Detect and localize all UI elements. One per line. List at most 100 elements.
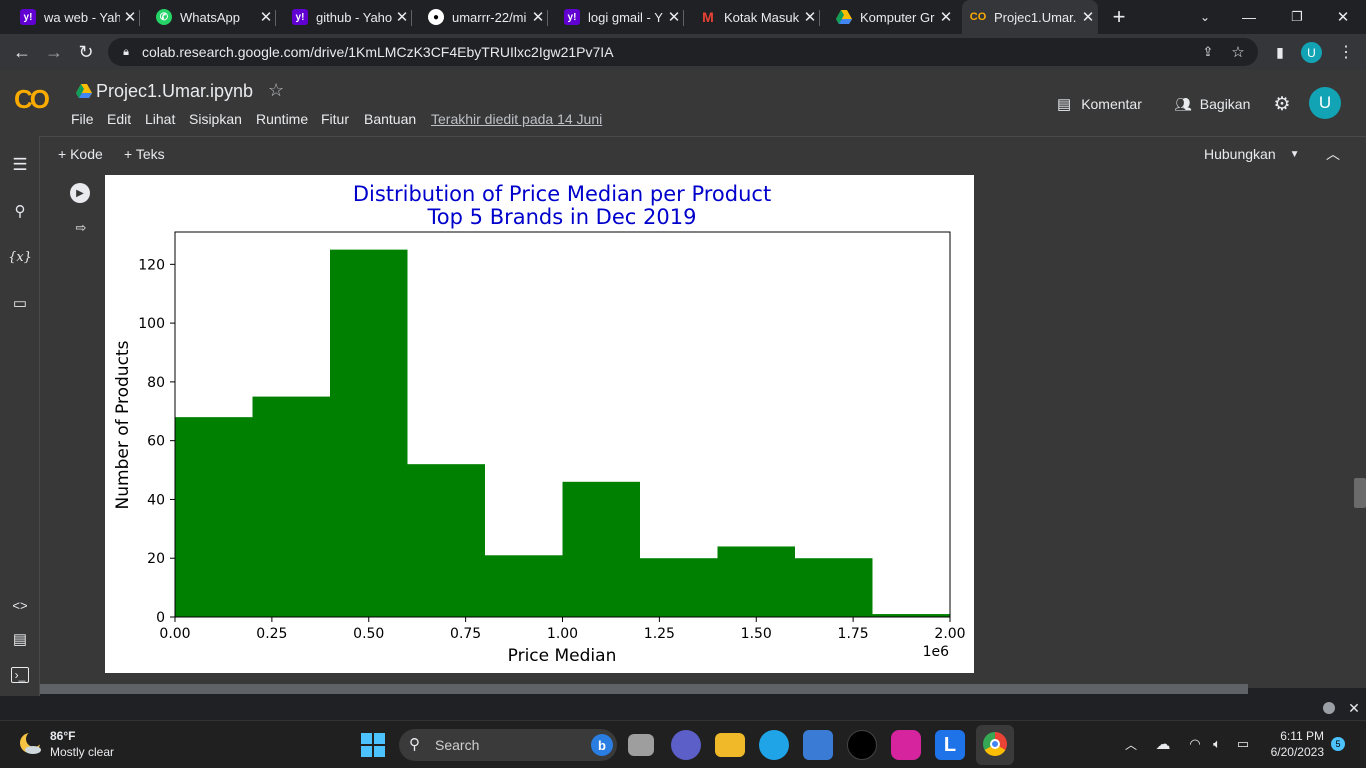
task-view-icon[interactable] xyxy=(628,734,654,756)
show-hidden-icons-chevron[interactable]: ︿ xyxy=(1124,737,1137,752)
vertical-scrollbar[interactable] xyxy=(1354,478,1366,508)
search-icon[interactable]: ⚲ xyxy=(14,203,26,220)
browser-tab[interactable]: Komputer Gr ✕ xyxy=(828,2,956,32)
notebook-title[interactable]: Projec1.Umar.ipynb xyxy=(96,81,254,101)
browser-toolbar: ← → ↻ 🔒︎ colab.research.google.com/drive… xyxy=(0,34,1366,70)
bookmark-star-icon[interactable]: ☆ xyxy=(1231,44,1245,61)
menu-insert[interactable]: Sisipkan xyxy=(189,111,242,127)
add-text-button[interactable]: + Teks xyxy=(124,146,165,162)
browser-menu-icon[interactable]: ⋮ xyxy=(1338,44,1354,61)
browser-tab[interactable]: y! wa web - Yah ✕ xyxy=(12,2,140,32)
share-button[interactable]: 👥︎ Bagikan xyxy=(1174,94,1266,114)
weather-desc[interactable]: Mostly clear xyxy=(50,745,115,759)
browser-tab-active[interactable]: CO Projec1.Umar. ✕ xyxy=(962,0,1098,34)
connect-button[interactable]: Hubungkan ▼ xyxy=(1204,146,1310,162)
drive-icon xyxy=(76,84,92,98)
histogram-chart: Distribution of Price Median per Product… xyxy=(113,182,966,666)
variables-icon[interactable]: {x} xyxy=(8,249,32,265)
menu-view[interactable]: Lihat xyxy=(145,111,176,127)
files-folder-icon[interactable]: ▭ xyxy=(12,295,28,312)
tab-title: github - Yaho xyxy=(316,9,392,25)
code-snippets-icon[interactable]: <> xyxy=(12,597,28,613)
notification-badge[interactable]: 5 xyxy=(1331,737,1345,751)
close-status-icon[interactable]: ✕ xyxy=(1348,699,1360,716)
menu-help[interactable]: Bantuan xyxy=(364,111,417,127)
command-palette-icon[interactable]: ▤ xyxy=(12,631,28,648)
back-icon[interactable]: ← xyxy=(13,41,31,62)
restore-icon[interactable]: ❐ xyxy=(1291,9,1303,24)
onedrive-cloud-icon[interactable]: ☁ xyxy=(1155,736,1171,753)
battery-icon[interactable]: ▭ xyxy=(1236,736,1250,751)
account-avatar[interactable]: U xyxy=(1309,87,1341,119)
menu-tools[interactable]: Fitur xyxy=(321,111,349,127)
clock-date[interactable]: 6/20/2023 xyxy=(1270,745,1324,759)
close-icon[interactable]: ✕ xyxy=(395,9,409,26)
run-cell-icon[interactable]: ▶ xyxy=(70,183,90,203)
x-tick-label: 2.00 xyxy=(934,626,965,642)
close-icon[interactable]: ✕ xyxy=(667,9,681,26)
horizontal-scrollbar[interactable] xyxy=(40,684,1248,694)
x-axis-label: Price Median xyxy=(508,646,617,666)
wifi-icon[interactable]: ◠ xyxy=(1189,736,1201,751)
close-icon[interactable]: ✕ xyxy=(259,9,273,26)
chart-title: Distribution of Price Median per Product xyxy=(353,182,771,206)
whatsapp-icon: ✆ xyxy=(156,9,172,25)
close-icon[interactable]: ✕ xyxy=(531,9,545,26)
close-icon[interactable]: ✕ xyxy=(1081,9,1095,26)
browser-tab[interactable]: ● umarrr-22/mi ✕ xyxy=(420,2,548,32)
browser-tab[interactable]: ✆ WhatsApp ✕ xyxy=(148,2,276,32)
taskbar-search-box[interactable]: ⚲ Search b xyxy=(399,729,617,761)
close-icon[interactable]: ✕ xyxy=(803,9,817,26)
chrome-taskbar-active[interactable] xyxy=(976,725,1014,765)
close-icon[interactable]: ✕ xyxy=(939,9,953,26)
side-panel-icon[interactable]: ▮ xyxy=(1276,43,1284,60)
terminal-icon[interactable]: ›_ xyxy=(11,667,29,683)
table-of-contents-icon[interactable]: ☰ xyxy=(12,155,28,174)
x-tick-label: 1.25 xyxy=(644,626,675,642)
teams-chat-icon[interactable] xyxy=(671,730,701,760)
last-edited-link[interactable]: Terakhir diedit pada 14 Juni xyxy=(431,111,603,127)
search-icon: ⚲ xyxy=(409,736,420,753)
x-tick-label: 0.75 xyxy=(450,626,481,642)
browser-tab[interactable]: y! logi gmail - Y ✕ xyxy=(556,2,684,32)
tab-search-icon[interactable]: ⌄ xyxy=(1199,10,1211,24)
weather-temp[interactable]: 86°F xyxy=(50,729,76,743)
browser-tab[interactable]: y! github - Yaho ✕ xyxy=(284,2,412,32)
collapse-header-icon[interactable]: ︿ xyxy=(1326,146,1340,162)
reload-icon[interactable]: ↻ xyxy=(78,41,94,62)
browser-tab[interactable]: M Kotak Masuk ✕ xyxy=(692,2,820,32)
histogram-bar xyxy=(562,481,640,617)
profile-avatar[interactable]: U xyxy=(1301,42,1322,63)
tab-title: umarrr-22/mi xyxy=(452,9,527,25)
menu-runtime[interactable]: Runtime xyxy=(256,111,309,127)
tiktok-icon[interactable] xyxy=(847,730,877,760)
instagram-icon[interactable] xyxy=(891,730,921,760)
window-close-icon[interactable]: ✕ xyxy=(1336,9,1350,26)
edge-browser-icon[interactable] xyxy=(759,730,789,760)
share-page-icon[interactable]: ⇪ xyxy=(1202,44,1214,59)
microsoft-store-icon[interactable] xyxy=(803,730,833,760)
menu-file[interactable]: File xyxy=(71,111,94,127)
output-menu-icon[interactable]: ⇨ xyxy=(75,220,87,235)
gmail-icon: M xyxy=(702,9,714,25)
star-icon[interactable]: ☆ xyxy=(268,80,285,100)
forward-icon[interactable]: → xyxy=(45,41,63,62)
volume-icon[interactable]: 🔈︎ xyxy=(1213,736,1221,751)
file-explorer-icon[interactable] xyxy=(715,733,745,757)
close-icon[interactable]: ✕ xyxy=(123,9,137,26)
add-code-button[interactable]: + Kode xyxy=(58,146,103,162)
comment-icon: ▤ xyxy=(1057,96,1072,113)
lock-icon[interactable]: 🔒︎ xyxy=(123,45,129,58)
menu-edit[interactable]: Edit xyxy=(107,111,132,127)
clock-time[interactable]: 6:11 PM xyxy=(1280,729,1324,743)
new-tab-button[interactable]: + xyxy=(1112,4,1126,29)
url-text: colab.research.google.com/drive/1KmLMCzK… xyxy=(142,44,614,60)
colab-logo[interactable]: CO xyxy=(14,84,50,114)
yahoo-icon: y! xyxy=(292,9,308,25)
address-bar[interactable]: 🔒︎ colab.research.google.com/drive/1KmLM… xyxy=(108,38,1258,66)
windows-start-icon[interactable] xyxy=(361,733,385,757)
comment-button[interactable]: ▤ Komentar xyxy=(1057,94,1153,114)
app-l-icon[interactable]: L xyxy=(935,730,965,760)
settings-gear-icon[interactable]: ⚙ xyxy=(1273,93,1291,115)
minimize-icon[interactable]: — xyxy=(1242,9,1256,25)
